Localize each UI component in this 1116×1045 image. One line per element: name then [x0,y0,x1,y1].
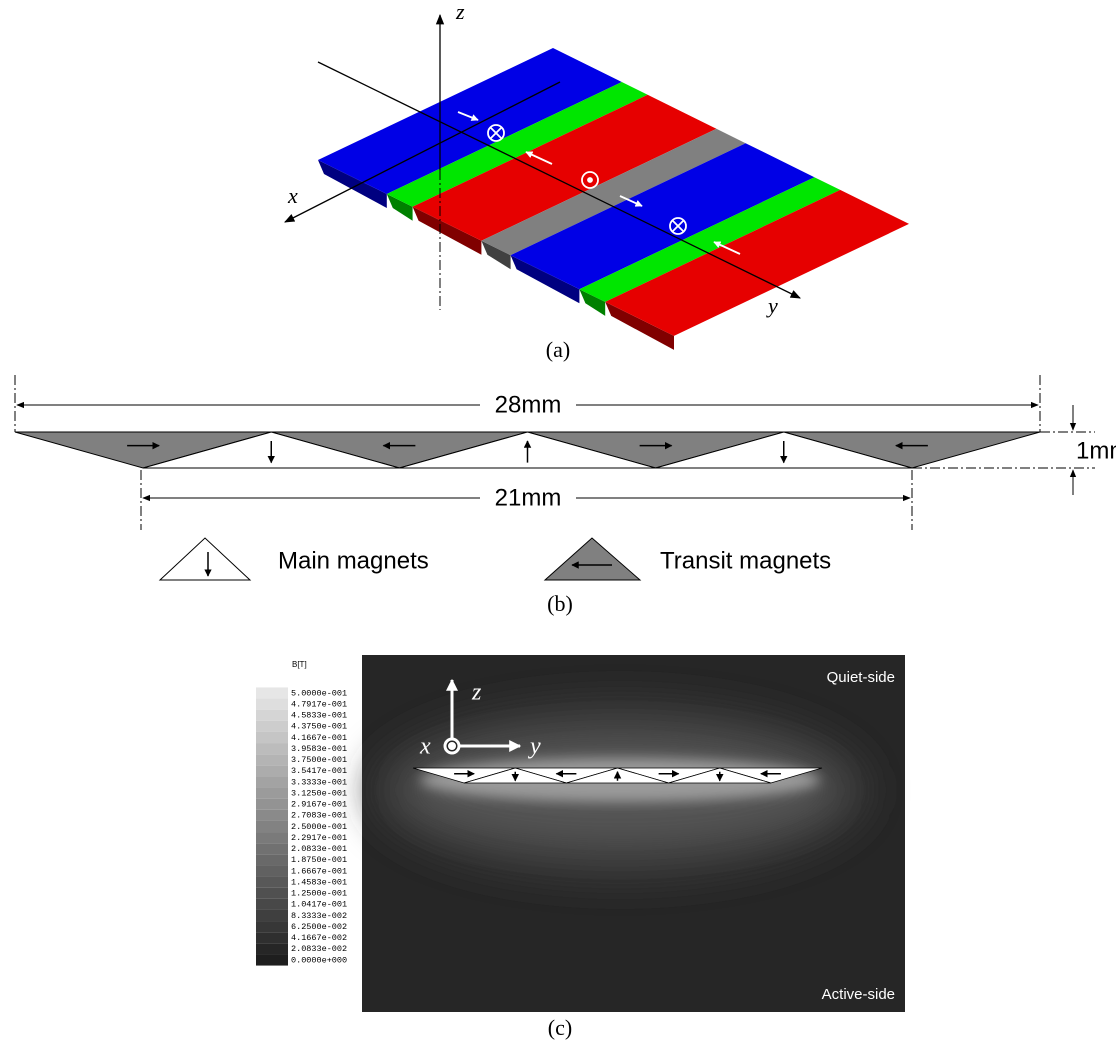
colorbar-swatch [256,721,288,732]
colorbar-label: 3.3333e-001 [291,777,347,787]
colorbar-label: 3.1250e-001 [291,788,347,798]
colorbar-label: 1.2500e-001 [291,889,347,899]
colorbar-swatch [256,910,288,921]
axis-label-y: y [766,293,778,318]
colorbar-swatch [256,932,288,943]
colorbar-label: 3.7500e-001 [291,755,347,765]
colorbar-swatch [256,765,288,776]
colorbar-label: 1.4583e-001 [291,877,347,887]
panel-b: 28mm 21mm 1mm Main magnets Transit magne… [15,375,1116,616]
colorbar-swatch [256,899,288,910]
magnet-row [15,432,1040,468]
colorbar-swatch [256,854,288,865]
colorbar-label: 4.1667e-002 [291,933,347,943]
colorbar-label: 3.5417e-001 [291,766,347,776]
axis-label-y: y [528,734,541,760]
colorbar-swatch [256,754,288,765]
colorbar-swatch [256,732,288,743]
field-glow [370,700,870,880]
colorbar-label: 1.0417e-001 [291,900,347,910]
colorbar-label: 2.7083e-001 [291,811,347,821]
colorbar-label: 2.0833e-002 [291,944,347,954]
legend-transit-icon [545,538,640,580]
dim-height: 1mm [1076,437,1116,464]
colorbar-swatch [256,865,288,876]
colorbar-swatch [256,821,288,832]
magnet-array-3d [318,48,909,350]
colorbar-label: 2.5000e-001 [291,822,347,832]
colorbar-swatch [256,888,288,899]
magnet-row-small [413,768,822,783]
colorbar-swatch [256,943,288,954]
colorbar-swatch [256,810,288,821]
colorbar-label: 4.7917e-001 [291,699,347,709]
legend-main-icon [160,538,250,580]
colorbar-label: 4.5833e-001 [291,711,347,721]
dim-inner: 21mm [495,484,562,511]
colorbar-swatch [256,954,288,965]
colorbar-swatch [256,710,288,721]
figure: z x y (a) 28mm 2 [0,0,1116,1045]
colorbar-swatch [256,921,288,932]
axis-label-x: x [419,734,431,760]
colorbar-label: 5.0000e-001 [291,688,347,698]
legend-main: Main magnets [278,547,429,574]
panel-a: z x y (a) [285,0,909,362]
legend-transit: Transit magnets [660,547,831,574]
caption-b: (b) [547,591,573,616]
colorbar-label: 2.0833e-001 [291,844,347,854]
colorbar-label: 0.0000e+000 [291,955,347,965]
colorbar-label: 8.3333e-002 [291,911,347,921]
axis-label-z: z [471,680,482,706]
colorbar-label: 4.1667e-001 [291,733,347,743]
colorbar-swatch [256,776,288,787]
colorbar-swatch [256,699,288,710]
colorbar-swatch [256,743,288,754]
dim-total: 28mm [495,391,562,418]
colorbar-label: 3.9583e-001 [291,744,347,754]
active-side-label: Active-side [822,986,895,1003]
colorbar-swatch [256,799,288,810]
colorbar-label: 2.9167e-001 [291,800,347,810]
colorbar-label: 1.8750e-001 [291,855,347,865]
colorbar-swatch [256,832,288,843]
colorbar-swatch [256,687,288,698]
axis-label-z: z [455,0,465,24]
colorbar-swatch [256,788,288,799]
colorbar-swatch [256,843,288,854]
colorbar-label: 1.6667e-001 [291,866,347,876]
colorbar-swatch [256,877,288,888]
colorbar-label: 6.2500e-002 [291,922,347,932]
colorbar-title: B[T] [292,660,307,669]
quiet-side-label: Quiet-side [827,669,895,686]
axis-label-x: x [287,183,298,208]
caption-a: (a) [546,337,570,362]
colorbar-label: 4.3750e-001 [291,722,347,732]
panel-c: B[T] 5.0000e-0014.7917e-0014.5833e-0014.… [254,655,905,1040]
caption-c: (c) [548,1015,572,1040]
colorbar-label: 2.2917e-001 [291,833,347,843]
